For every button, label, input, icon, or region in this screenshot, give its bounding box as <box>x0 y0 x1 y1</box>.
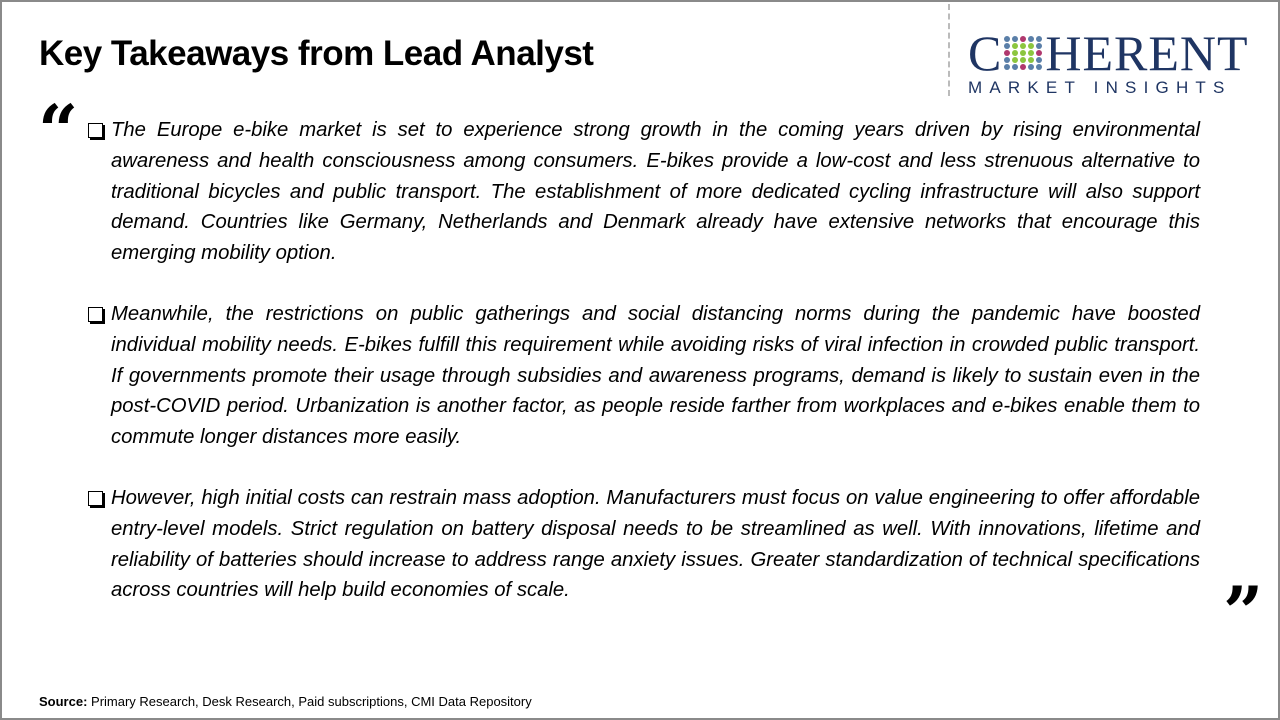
checkbox-bullet-icon <box>88 123 103 138</box>
globe-dot <box>1028 64 1035 70</box>
source-text: Primary Research, Desk Research, Paid su… <box>87 694 532 709</box>
list-item: Meanwhile, the restrictions on public ga… <box>86 299 1200 453</box>
globe-dot <box>1028 50 1035 56</box>
globe-dot <box>1020 43 1027 49</box>
globe-dot <box>1012 36 1019 42</box>
globe-dot <box>1036 50 1043 56</box>
checkbox-bullet-icon <box>88 490 103 506</box>
list-item: The Europe e-bike market is set to exper… <box>86 115 1200 269</box>
globe-dot <box>1036 43 1043 49</box>
globe-dot <box>1004 43 1011 49</box>
takeaways-list: The Europe e-bike market is set to exper… <box>86 115 1200 636</box>
globe-dot <box>1028 57 1035 63</box>
globe-dot <box>1020 57 1027 63</box>
bullet-text: The Europe e-bike market is set to exper… <box>111 119 1200 265</box>
coherent-logo: C HERENT MARKET INSIGHTS <box>968 25 1260 98</box>
globe-icon <box>1004 36 1043 70</box>
globe-dot <box>1004 57 1011 63</box>
globe-dot <box>1004 50 1011 56</box>
globe-dot <box>1012 64 1019 70</box>
globe-dot <box>1012 57 1019 63</box>
globe-dot <box>1020 50 1027 56</box>
bullet-text: However, high initial costs can restrain… <box>111 486 1200 602</box>
logo-wordmark: C HERENT <box>968 25 1249 81</box>
globe-dot <box>1028 36 1035 42</box>
logo-tagline: MARKET INSIGHTS <box>968 78 1232 97</box>
source-note: Source: Primary Research, Desk Research,… <box>39 694 532 709</box>
globe-dot <box>1004 36 1011 42</box>
quote-close-icon: ” <box>1223 571 1264 654</box>
globe-dot <box>1012 50 1019 56</box>
checkbox-bullet-icon <box>88 306 103 322</box>
quote-open-icon: “ <box>38 89 79 172</box>
globe-dot <box>1012 43 1019 49</box>
globe-dot <box>1028 43 1035 49</box>
globe-dot <box>1036 64 1043 70</box>
globe-dot <box>1020 64 1027 70</box>
divider <box>948 4 950 96</box>
globe-dot <box>1036 57 1043 63</box>
list-item: However, high initial costs can restrain… <box>86 483 1200 606</box>
source-label: Source: <box>39 694 88 709</box>
globe-dot <box>1036 36 1043 42</box>
page-title: Key Takeaways from Lead Analyst <box>39 34 594 73</box>
bullet-text: Meanwhile, the restrictions on public ga… <box>111 302 1200 449</box>
globe-dot <box>1004 64 1011 70</box>
globe-dot <box>1020 36 1027 42</box>
